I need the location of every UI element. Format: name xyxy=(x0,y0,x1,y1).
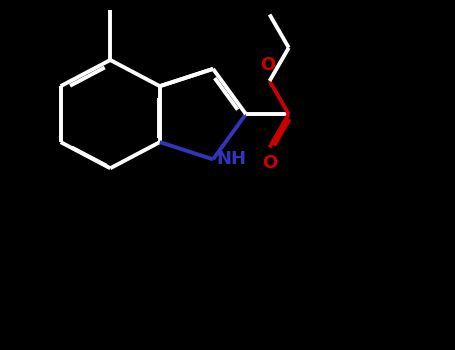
Text: O: O xyxy=(262,154,277,172)
Text: NH: NH xyxy=(217,150,247,168)
Text: O: O xyxy=(260,56,275,74)
